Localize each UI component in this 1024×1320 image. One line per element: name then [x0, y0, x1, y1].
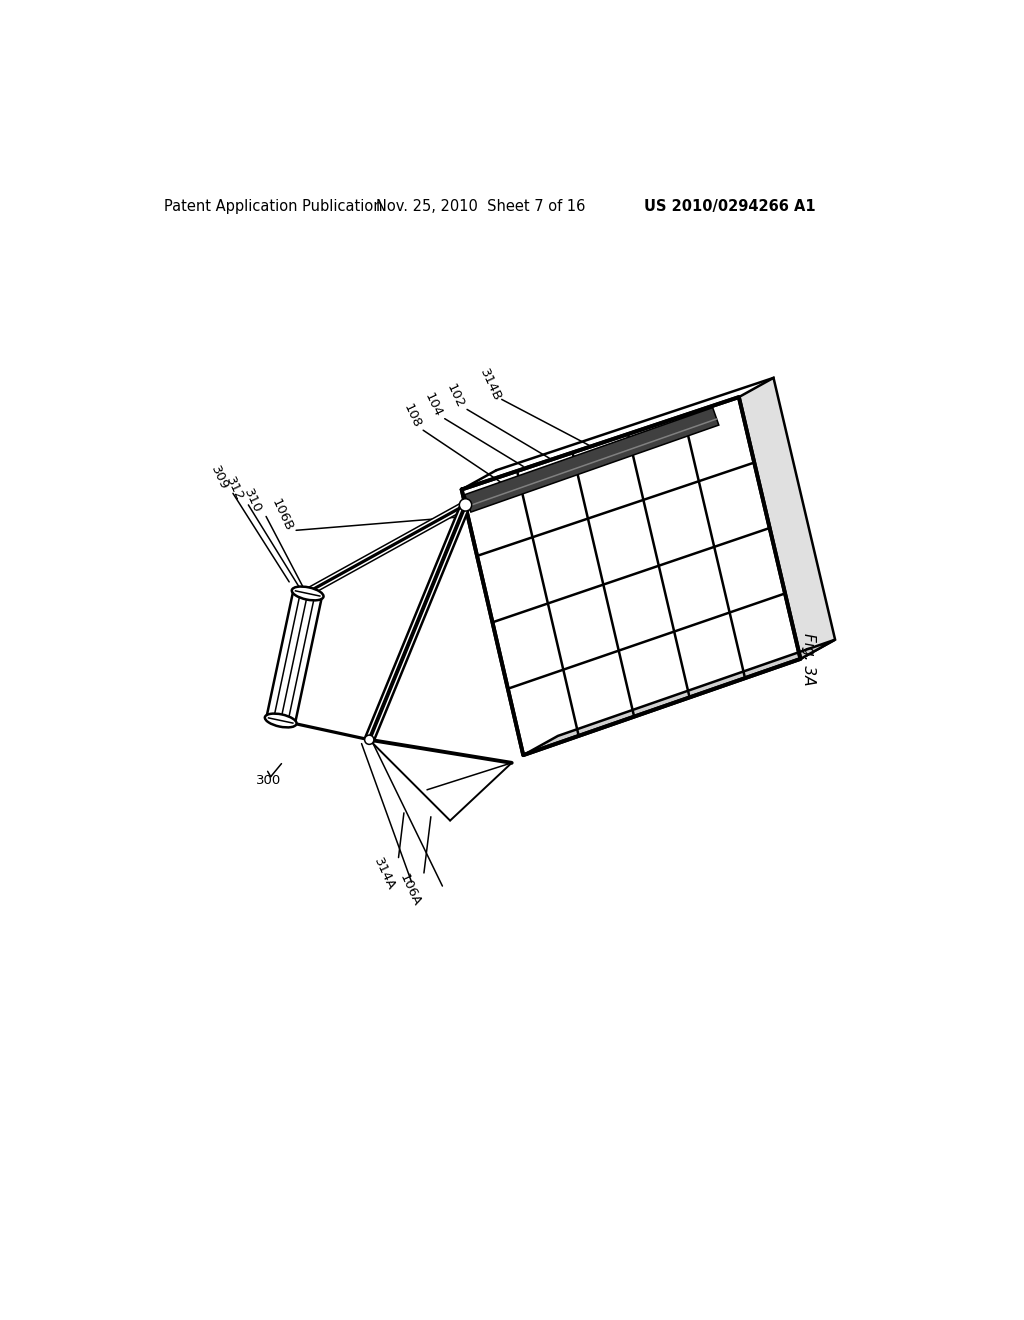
Text: 314A: 314A: [372, 857, 398, 892]
Polygon shape: [304, 502, 467, 597]
Text: Patent Application Publication: Patent Application Publication: [164, 198, 382, 214]
Text: 104: 104: [422, 391, 444, 418]
Ellipse shape: [292, 586, 324, 601]
Text: 102: 102: [444, 381, 467, 409]
Text: 300: 300: [256, 774, 282, 787]
Text: 310: 310: [241, 487, 263, 515]
Polygon shape: [365, 503, 470, 742]
Text: Nov. 25, 2010  Sheet 7 of 16: Nov. 25, 2010 Sheet 7 of 16: [376, 198, 586, 214]
Text: 106B: 106B: [269, 496, 295, 533]
Circle shape: [365, 735, 374, 744]
Text: 312: 312: [223, 475, 246, 504]
Polygon shape: [523, 640, 836, 755]
Ellipse shape: [265, 714, 297, 727]
Polygon shape: [465, 408, 719, 512]
Text: US 2010/0294266 A1: US 2010/0294266 A1: [644, 198, 815, 214]
Text: 108: 108: [400, 403, 423, 430]
Text: 106A: 106A: [397, 871, 423, 908]
Polygon shape: [739, 378, 836, 659]
Text: 314B: 314B: [477, 367, 504, 404]
Circle shape: [460, 499, 472, 511]
Text: Fig. 3A: Fig. 3A: [801, 632, 816, 685]
Text: 309: 309: [208, 463, 230, 492]
